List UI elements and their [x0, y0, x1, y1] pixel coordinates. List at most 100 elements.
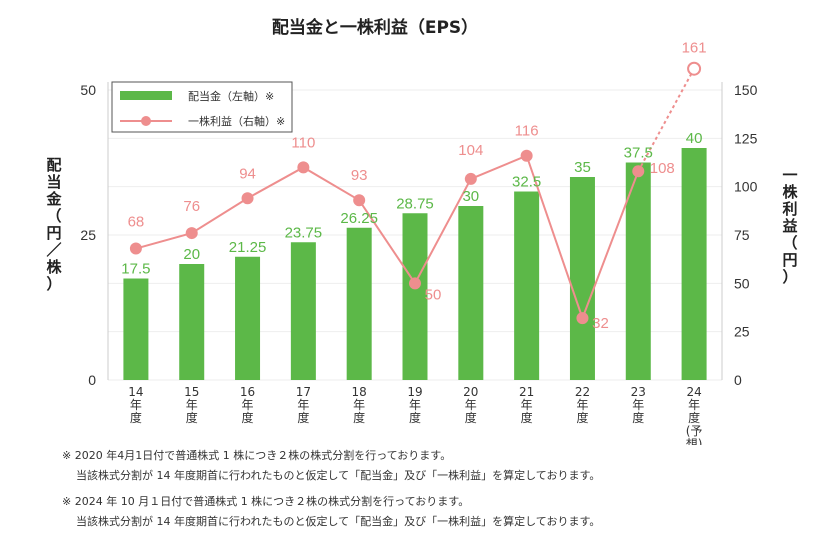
left-axis-title-char: 株 [46, 258, 62, 276]
category-label: 20 [463, 385, 478, 399]
category-label: 18 [352, 385, 367, 399]
category-label: 度 [576, 410, 588, 425]
eps-forecast-line [637, 68, 695, 172]
bar-value-label: 28.75 [396, 195, 434, 212]
eps-value-label: 161 [682, 40, 707, 57]
right-axis-title-char: 利 [782, 200, 797, 218]
bar-series [123, 148, 707, 380]
right-axis-title-char: 円 [782, 251, 797, 269]
eps-point [353, 194, 366, 207]
category-label: 度 [688, 410, 700, 425]
category-label: 23 [631, 385, 646, 399]
right-axis-title: 一株利益（円） [782, 166, 798, 286]
category-label: 度 [353, 410, 365, 425]
legend-bar-label: 配当金（左軸）※ [188, 89, 274, 103]
category-label: 年 [576, 398, 588, 412]
eps-point [297, 161, 310, 174]
right-tick-label: 150 [734, 82, 758, 98]
chart-title: 配当金と一株利益（EPS） [272, 17, 478, 38]
footnote-1-line-1: ※ 2020 年4月1日付で普通株式 1 株につき２株の株式分割を行っております… [62, 449, 452, 462]
eps-value-label: 93 [351, 167, 368, 184]
eps-value-label: 108 [650, 160, 675, 177]
category-label: 15 [184, 385, 199, 399]
category-label: 年 [242, 398, 254, 412]
eps-value-label: 94 [239, 165, 256, 182]
bar [625, 162, 651, 380]
bar [290, 242, 316, 380]
eps-point [185, 227, 198, 240]
eps-value-label: 110 [291, 134, 315, 151]
footnote-2-line-2: 当該株式分割が 14 年度期首に行われたものと仮定して「配当金」及び「一株利益」… [76, 515, 601, 528]
eps-point [241, 192, 254, 205]
bar [681, 148, 707, 380]
category-label: 年 [353, 398, 365, 412]
bar-value-label: 23.75 [285, 224, 323, 241]
line-series [129, 61, 702, 325]
category-label: 年 [521, 398, 533, 412]
eps-forecast-point [687, 61, 702, 76]
right-tick-label: 100 [734, 179, 758, 195]
legend-line-label: 一株利益（右軸）※ [188, 114, 285, 128]
bar [179, 264, 205, 380]
category-label: 年 [688, 398, 700, 412]
left-tick-label: 25 [80, 227, 96, 243]
bar-value-label: 35 [574, 159, 591, 176]
right-axis: 0 25 50 75 100 125 150 [734, 82, 758, 388]
bar-labels: 17.5 20 21.25 23.75 26.25 28.75 30 32.5 35 37.5 40 [121, 130, 702, 278]
category-label: 度 [186, 410, 198, 425]
bar [346, 227, 372, 380]
left-axis-title-char: ） [46, 275, 61, 293]
category-label: 年 [465, 398, 477, 412]
category-label: 年 [186, 398, 198, 412]
category-label: 22 [575, 385, 590, 399]
category-axis: 14年度15年度16年度17年度18年度19年度20年度21年度22年度23年度… [128, 385, 702, 445]
legend: 配当金（左軸）※ 一株利益（右軸）※ [111, 81, 293, 133]
eps-value-label: 104 [458, 142, 483, 159]
eps-point [576, 312, 589, 325]
line-labels: 68 76 94 110 93 50 104 116 32 108 161 [128, 40, 707, 332]
eps-point [520, 149, 533, 162]
footnote-1: ※ 2020 年4月1日付で普通株式 1 株につき２株の株式分割を行っております… [62, 446, 802, 486]
footnote-2: ※ 2024 年 10 月１日付で普通株式 1 株につき２株の株式分割を行ってお… [62, 492, 802, 532]
footnotes: ※ 2020 年4月1日付で普通株式 1 株につき２株の株式分割を行っております… [62, 446, 802, 538]
eps-point [464, 172, 477, 185]
bar-value-label: 20 [183, 246, 200, 263]
category-label: 度 [242, 410, 254, 425]
category-label: 度 [297, 410, 309, 425]
right-axis-title-char: 株 [782, 183, 798, 201]
category-label: 度 [130, 410, 142, 425]
category-label: 度 [632, 410, 644, 425]
right-axis-title-char: ） [782, 268, 797, 286]
eps-value-label: 76 [183, 198, 200, 215]
right-tick-label: 125 [734, 130, 758, 146]
bar-value-label: 17.5 [121, 261, 150, 278]
bar-value-label: 26.25 [340, 210, 378, 227]
eps-value-label: 68 [128, 214, 145, 231]
left-axis: 0 25 50 [80, 82, 96, 388]
eps-value-label: 116 [515, 123, 539, 140]
right-axis-title-char: （ [782, 234, 797, 252]
category-label: 年 [632, 398, 644, 412]
bar [514, 191, 540, 380]
left-axis-title-char: 円 [46, 224, 61, 242]
right-tick-label: 25 [734, 324, 750, 340]
bar [458, 206, 484, 380]
eps-point [129, 242, 142, 255]
legend-bar-swatch [120, 91, 172, 100]
bar [123, 278, 149, 380]
eps-point [409, 277, 421, 290]
left-axis-title-char: 金 [45, 190, 62, 208]
category-label: 年 [409, 398, 421, 412]
eps-value-label: 50 [425, 286, 442, 303]
right-axis-title-char: 益 [782, 217, 797, 235]
category-label: 度 [409, 410, 421, 425]
category-label: 21 [519, 385, 534, 399]
bar [402, 213, 428, 380]
footnote-2-line-1: ※ 2024 年 10 月１日付で普通株式 1 株につき２株の株式分割を行ってお… [62, 495, 470, 508]
right-tick-label: 0 [734, 372, 742, 388]
category-label: 24 [686, 385, 701, 399]
right-tick-label: 50 [734, 275, 750, 291]
bar [235, 256, 261, 380]
chart: 配当金と一株利益（EPS） 0 25 50 0 25 50 75 100 125 150 17.… [45, 17, 798, 445]
left-axis-title-char: 当 [46, 173, 61, 191]
